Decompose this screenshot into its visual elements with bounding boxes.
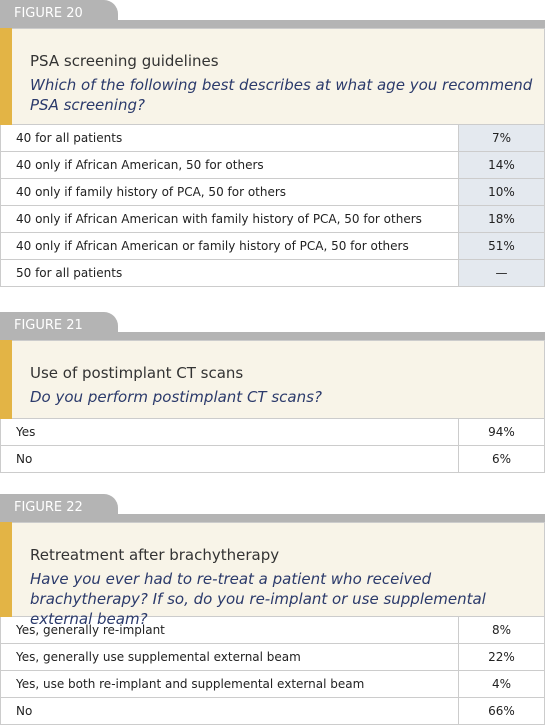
table-row: 50 for all patients —: [0, 260, 545, 287]
tab-strip: [0, 514, 545, 522]
row-value: 8%: [458, 617, 544, 643]
table-row: Yes, use both re-implant and supplementa…: [0, 671, 545, 698]
table-row: Yes 94%: [0, 419, 545, 446]
row-value: 14%: [458, 152, 544, 178]
figure-label: FIGURE 22: [0, 494, 118, 522]
figure-header: [0, 340, 545, 419]
row-label: 40 only if family history of PCA, 50 for…: [16, 185, 287, 199]
table-row: 40 only if African American, 50 for othe…: [0, 152, 545, 179]
accent-bar: [0, 340, 12, 419]
figure-label: FIGURE 21: [0, 312, 118, 340]
row-value: 94%: [458, 419, 544, 445]
tab-strip: [0, 332, 545, 340]
row-value: 22%: [458, 644, 544, 670]
table-row: No 66%: [0, 698, 545, 725]
row-label: 50 for all patients: [16, 266, 123, 280]
figure-title: Use of postimplant CT scans: [30, 364, 244, 382]
figure-title: PSA screening guidelines: [30, 52, 219, 70]
accent-bar: [0, 28, 12, 125]
row-label: 40 for all patients: [16, 131, 123, 145]
row-value: 10%: [458, 179, 544, 205]
row-label: No: [16, 452, 33, 466]
figure-question: Have you ever had to re-treat a patient …: [30, 570, 486, 628]
row-label: Yes, generally re-implant: [16, 623, 165, 637]
table-row: No 6%: [0, 446, 545, 473]
row-label: Yes, generally use supplemental external…: [16, 650, 301, 664]
row-label: Yes: [16, 425, 36, 439]
row-value: 7%: [458, 125, 544, 151]
figure-header: [0, 28, 545, 125]
figure-question: Which of the following best describes at…: [30, 76, 533, 114]
table-row: 40 for all patients 7%: [0, 125, 545, 152]
row-label: No: [16, 704, 33, 718]
figure-question: Do you perform postimplant CT scans?: [30, 388, 322, 406]
accent-bar: [0, 522, 12, 617]
row-value: 66%: [458, 698, 544, 724]
row-value: 6%: [458, 446, 544, 472]
table-row: 40 only if African American or family hi…: [0, 233, 545, 260]
row-label: 40 only if African American or family hi…: [16, 239, 409, 253]
table-row: 40 only if family history of PCA, 50 for…: [0, 179, 545, 206]
row-value: 51%: [458, 233, 544, 259]
table-row: Yes, generally re-implant 8%: [0, 617, 545, 644]
row-label: 40 only if African American with family …: [16, 212, 422, 226]
row-label: 40 only if African American, 50 for othe…: [16, 158, 264, 172]
row-value: 18%: [458, 206, 544, 232]
row-label: Yes, use both re-implant and supplementa…: [16, 677, 365, 691]
tab-strip: [0, 20, 545, 28]
figure-header: [0, 522, 545, 617]
figure-title: Retreatment after brachytherapy: [30, 546, 280, 564]
figure-label: FIGURE 20: [0, 0, 118, 28]
table-row: Yes, generally use supplemental external…: [0, 644, 545, 671]
row-value: 4%: [458, 671, 544, 697]
row-value: —: [458, 260, 544, 286]
table-row: 40 only if African American with family …: [0, 206, 545, 233]
